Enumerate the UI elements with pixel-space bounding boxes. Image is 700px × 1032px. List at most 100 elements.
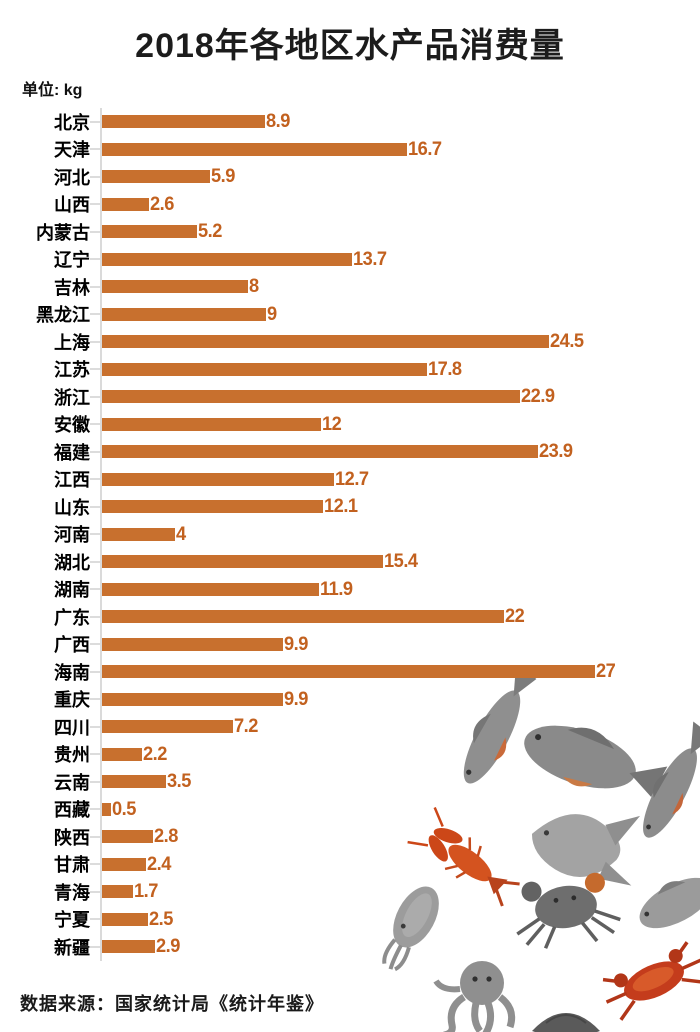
bar <box>102 940 155 954</box>
bar <box>102 225 197 239</box>
bar-value-label: 2.9 <box>155 936 180 958</box>
chart-row: 新疆 2.9 <box>0 933 700 961</box>
bar-track: 23.9 <box>100 438 700 466</box>
region-label: 安徽 <box>54 415 90 436</box>
chart-row: 上海 24.5 <box>0 328 700 356</box>
region-label: 辽宁 <box>54 250 90 271</box>
bar <box>102 912 148 926</box>
bar <box>102 170 210 184</box>
unit-label: 单位: kg <box>22 82 83 99</box>
bar <box>102 445 539 459</box>
region-label: 黑龙江 <box>36 305 90 326</box>
region-label: 江西 <box>54 470 90 491</box>
bar <box>102 362 428 376</box>
bar <box>102 500 323 514</box>
region-label: 吉林 <box>54 277 90 298</box>
bar-track: 15.4 <box>100 548 700 576</box>
bar <box>102 637 283 651</box>
axis-tick <box>90 203 100 206</box>
axis-tick <box>90 120 100 123</box>
axis-tick <box>90 835 100 838</box>
region-label: 云南 <box>54 772 90 793</box>
bar-value-label: 23.9 <box>539 441 573 463</box>
chart-row: 云南 3.5 <box>0 768 700 796</box>
region-label: 河北 <box>54 167 90 188</box>
region-label: 甘肃 <box>54 855 90 876</box>
bar-track: 2.8 <box>100 823 700 851</box>
axis-tick <box>90 148 100 151</box>
bar-track: 12.7 <box>100 465 700 493</box>
bar-track: 4 <box>100 520 700 548</box>
axis-tick <box>90 450 100 453</box>
region-label: 湖北 <box>54 552 90 573</box>
bar <box>102 830 154 844</box>
octopus-icon <box>433 961 516 1032</box>
axis-tick <box>90 615 100 618</box>
bar-track: 5.2 <box>100 218 700 246</box>
bar <box>102 115 265 129</box>
chart-row: 浙江 22.9 <box>0 383 700 411</box>
bar-value-label: 9 <box>267 303 278 325</box>
bar-value-label: 4 <box>176 523 186 545</box>
bar-track: 0.5 <box>100 795 700 823</box>
region-label: 广西 <box>54 635 90 656</box>
axis-tick <box>90 285 100 288</box>
bar <box>102 280 249 294</box>
chart-row: 北京 8.9 <box>0 108 700 136</box>
bar-value-label: 3.5 <box>166 771 191 793</box>
bar-value-label: 12.1 <box>323 496 358 518</box>
bar-track: 2.9 <box>100 933 700 961</box>
chart-row: 西藏 0.5 <box>0 795 700 823</box>
chart-row: 黑龙江 9 <box>0 300 700 328</box>
axis-tick <box>90 753 100 756</box>
axis-tick <box>90 670 100 673</box>
bar-track: 16.7 <box>100 135 700 163</box>
chart-row: 山东 12.1 <box>0 493 700 521</box>
bar-value-label: 12.7 <box>334 468 369 490</box>
axis-tick <box>90 505 100 508</box>
red-crab-icon <box>602 941 700 1021</box>
chart-row: 甘肃 2.4 <box>0 850 700 878</box>
bar <box>102 610 504 624</box>
chart-row: 江西 12.7 <box>0 465 700 493</box>
bar-value-label: 7.2 <box>234 716 259 738</box>
bar <box>102 527 176 541</box>
axis-tick <box>90 423 100 426</box>
axis-tick <box>90 863 100 866</box>
chart-row: 山西 2.6 <box>0 190 700 218</box>
bar-value-label: 2.8 <box>154 826 179 848</box>
bar-track: 2.2 <box>100 740 700 768</box>
bar-track: 2.4 <box>100 850 700 878</box>
axis-tick <box>90 533 100 536</box>
axis-tick <box>90 945 100 948</box>
bar-track: 11.9 <box>100 575 700 603</box>
chart-row: 辽宁 13.7 <box>0 245 700 273</box>
chart-row: 天津 16.7 <box>0 135 700 163</box>
bar <box>102 335 550 349</box>
bar-track: 13.7 <box>100 245 700 273</box>
bar-value-label: 2.6 <box>150 193 175 215</box>
region-label: 重庆 <box>54 690 90 711</box>
crab-icon <box>516 872 621 949</box>
bar-value-label: 2.5 <box>148 908 173 930</box>
bar-value-label: 5.2 <box>197 221 222 243</box>
bar-track: 12.1 <box>100 493 700 521</box>
region-label: 山西 <box>54 195 90 216</box>
bar-value-label: 13.7 <box>353 248 387 270</box>
bar-track: 22.9 <box>100 383 700 411</box>
bar-value-label: 2.4 <box>146 853 171 875</box>
bar <box>102 720 234 734</box>
bar <box>102 802 112 816</box>
bar <box>102 555 384 569</box>
axis-tick <box>90 230 100 233</box>
region-label: 贵州 <box>54 745 90 766</box>
bar-value-label: 24.5 <box>550 331 584 353</box>
bar-value-label: 15.4 <box>384 551 418 573</box>
chart-row: 广东 22 <box>0 603 700 631</box>
chart-row: 贵州 2.2 <box>0 740 700 768</box>
region-label: 广东 <box>54 607 90 628</box>
bar-track: 9.9 <box>100 685 700 713</box>
fish-icon <box>524 725 668 797</box>
bar <box>102 775 166 789</box>
bar <box>102 665 596 679</box>
